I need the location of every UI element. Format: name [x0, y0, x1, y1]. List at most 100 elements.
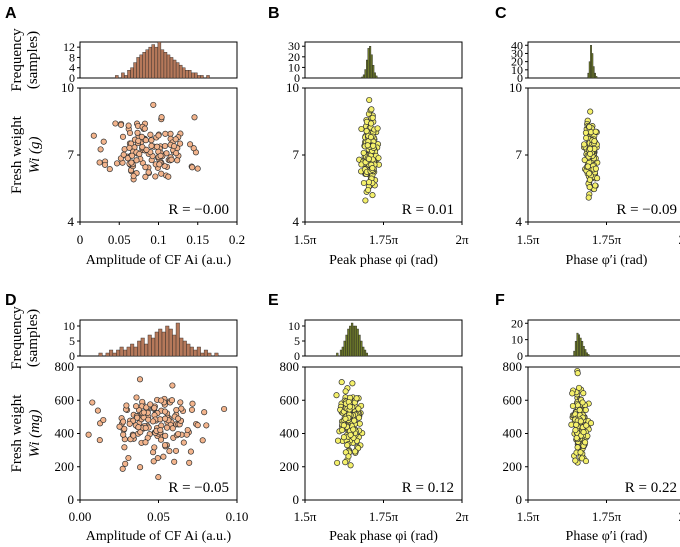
scatter-point: [121, 444, 128, 451]
ytick-label: 7: [516, 147, 523, 162]
scatter-point: [201, 409, 208, 416]
scatter-point: [572, 457, 579, 464]
scatter-point: [175, 415, 182, 422]
scatter-point: [133, 403, 140, 410]
scatter-point: [574, 444, 581, 451]
histogram-bar: [160, 49, 165, 79]
xtick-label: 1.5π: [517, 509, 540, 524]
scatter-point: [582, 439, 589, 446]
weight-ylabel: Fresh weight: [9, 394, 25, 473]
hist-ytick-label: 10: [288, 319, 300, 333]
xtick-label: 1.75π: [369, 509, 399, 524]
scatter-point: [344, 442, 351, 449]
hist-ytick-label: 0: [69, 71, 75, 85]
scatter-point: [136, 150, 143, 158]
histogram-bar: [189, 346, 194, 357]
x-axis-label: Amplitude of CF Ai (a.u.): [86, 529, 232, 544]
ytick-label: 10: [61, 80, 74, 95]
scatter-point: [342, 415, 349, 422]
scatter-point: [349, 380, 356, 387]
histogram-bar: [363, 349, 367, 357]
scatter-point: [364, 142, 371, 149]
correlation-label: R = 0.12: [402, 480, 454, 496]
scatter-point: [194, 422, 201, 429]
correlation-label: R = 0.01: [402, 202, 454, 218]
scatter-point: [584, 163, 591, 170]
scatter-point: [591, 138, 598, 145]
xtick-label: 2π: [455, 232, 469, 247]
hist-ytick-label: 20: [511, 55, 523, 69]
weight-ylabel-units: Wi (mg): [27, 410, 43, 458]
histogram-bar: [147, 334, 152, 357]
scatter-point: [153, 143, 161, 150]
scatter-point: [162, 415, 169, 422]
histogram-frame: [527, 319, 680, 357]
scatter-point: [155, 474, 162, 481]
histogram-bar: [186, 343, 191, 357]
panel-label: C: [495, 5, 507, 22]
scatter-point: [190, 145, 197, 152]
histogram-bar: [341, 346, 344, 357]
hist-ytick-label: 10: [288, 60, 300, 74]
scatter-point: [142, 424, 149, 432]
histogram-bar: [588, 61, 591, 79]
scatter-point: [167, 130, 174, 137]
ytick-label: 7: [68, 147, 75, 162]
xtick-label: 0.05: [108, 232, 131, 247]
scatter-point: [587, 145, 594, 152]
histogram-bar: [203, 349, 208, 357]
scatter-point: [338, 379, 345, 386]
hist-ytick-label: 0: [517, 349, 523, 363]
histogram-bar: [181, 67, 186, 79]
scatter-point: [569, 390, 576, 397]
scatter-point: [157, 152, 164, 159]
hist-ytick-label: 30: [511, 46, 523, 60]
x-axis-label: Phase φ′i (rad): [566, 529, 648, 544]
histogram-bar: [105, 352, 110, 357]
weight-ylabel: Fresh weight: [9, 115, 25, 194]
ytick-label: 4: [516, 214, 523, 229]
xtick-label: 2π: [678, 509, 680, 524]
scatter-point: [139, 143, 146, 151]
ytick-label: 400: [280, 426, 300, 441]
scatter-point: [94, 407, 101, 414]
histogram-bar: [151, 337, 156, 357]
xtick-label: 1.75π: [592, 232, 622, 247]
panel-label: B: [268, 5, 280, 22]
scatter-point: [199, 437, 206, 444]
hist-ytick-label: 4: [69, 61, 75, 75]
hist-ytick-label: 0: [69, 349, 75, 363]
scatter-point: [333, 392, 340, 399]
scatter-point: [154, 455, 161, 462]
scatter-point: [575, 384, 583, 391]
scatter-point: [356, 420, 363, 427]
scatter-point: [90, 132, 97, 139]
scatter-point: [160, 453, 167, 460]
xtick-label: 2π: [455, 509, 469, 524]
histogram-bar: [200, 352, 205, 357]
scatter-point: [157, 427, 164, 434]
histogram-bar: [364, 69, 367, 79]
scatter-point: [334, 459, 341, 466]
scatter-point: [178, 405, 185, 412]
scatter-point: [586, 170, 593, 177]
hist-ytick-label: 0: [294, 349, 300, 363]
scatter-point: [133, 157, 140, 164]
scatter-point: [122, 460, 129, 467]
xtick-label: 0.10: [226, 509, 249, 524]
scatter-point: [120, 151, 127, 158]
histogram-bar: [375, 75, 378, 79]
scatter-point: [360, 149, 367, 156]
scatter-point: [355, 405, 362, 412]
histogram-bar: [142, 52, 146, 79]
histogram-bar: [157, 41, 162, 79]
scatter-point: [573, 421, 580, 428]
hist-ytick-label: 5: [294, 334, 300, 348]
scatter-point: [143, 146, 150, 153]
scatter-point: [174, 157, 181, 164]
histogram-bar: [116, 349, 121, 357]
scatter-point: [221, 405, 228, 413]
scatter-point: [365, 155, 372, 163]
